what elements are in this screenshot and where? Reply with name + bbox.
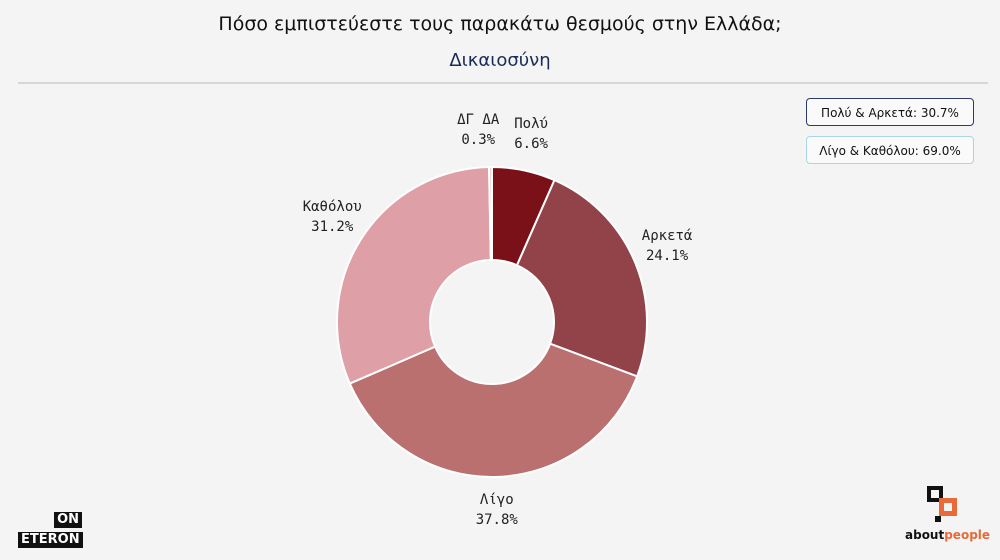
chart-subtitle: Δικαιοσύνη — [449, 50, 551, 71]
summary-negative-box: Λίγο & Καθόλου: 69.0% — [806, 136, 974, 164]
summary-positive-box: Πολύ & Αρκετά: 30.7% — [806, 98, 974, 126]
header-divider — [18, 82, 988, 84]
slice-label-1: Αρκετά 24.1% — [642, 228, 693, 264]
donut-slice-1 — [515, 178, 648, 378]
slice-label-2: Λίγο 37.8% — [476, 492, 519, 528]
eteron-logo-on: ON — [54, 512, 82, 528]
logo-dot-icon — [935, 516, 941, 522]
chart-title: Πόσο εμπιστεύεστε τους παρακάτω θεσμούς … — [218, 13, 782, 35]
slice-label-0: Πολύ 6.6% — [514, 116, 548, 152]
aboutpeople-wordmark: aboutpeople — [905, 528, 991, 542]
logo-square-orange-icon — [939, 498, 957, 516]
eteron-logo-text: ETERON — [18, 532, 83, 548]
donut-slice-4 — [488, 165, 493, 262]
slice-label-4: ΔΓ ΔΑ 0.3% — [457, 112, 500, 148]
slice-label-3: Καθόλου 31.2% — [303, 199, 362, 235]
donut-slice-3 — [336, 166, 492, 385]
aboutpeople-logo: aboutpeople — [905, 486, 990, 546]
donut-slice-2 — [348, 342, 639, 478]
eteron-logo: ON ETERON — [18, 512, 83, 548]
